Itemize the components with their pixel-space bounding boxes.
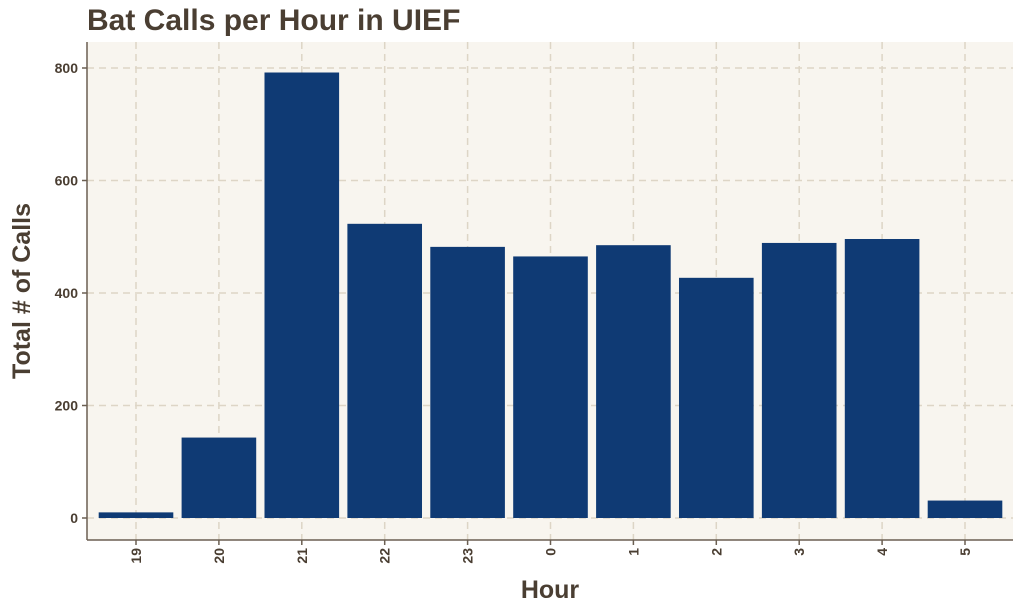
y-axis-title: Total # of Calls xyxy=(8,203,36,379)
bar-23 xyxy=(430,246,505,518)
x-tick-label: 5 xyxy=(957,548,973,556)
bar-20 xyxy=(181,437,257,518)
bar-5 xyxy=(927,500,1003,518)
x-tick-label: 19 xyxy=(128,548,144,564)
x-tick-label: 4 xyxy=(874,548,890,556)
y-tick-label: 600 xyxy=(55,173,79,189)
bar-1 xyxy=(596,245,671,518)
x-tick-label: 21 xyxy=(294,548,310,564)
x-axis-title: Hour xyxy=(521,576,580,604)
x-tick-label: 3 xyxy=(791,548,807,556)
bars xyxy=(98,72,1003,518)
y-tick-label: 800 xyxy=(55,60,79,76)
bar-19 xyxy=(98,512,174,518)
bar-21 xyxy=(264,72,340,518)
x-tick-label: 2 xyxy=(708,548,724,556)
bar-0 xyxy=(513,256,588,518)
x-tick-label: 23 xyxy=(460,548,476,564)
y-tick-label: 400 xyxy=(55,285,79,301)
bar-22 xyxy=(347,223,423,518)
y-tick-label: 200 xyxy=(55,398,79,414)
y-tick-label: 0 xyxy=(70,510,78,526)
bar-4 xyxy=(844,239,920,518)
bar-2 xyxy=(678,277,754,518)
y-ticks: 0 200 400 600 800 xyxy=(55,60,87,526)
chart-title: Bat Calls per Hour in UIEF xyxy=(87,4,461,37)
x-ticks: 19 20 21 22 23 0 1 2 3 4 5 xyxy=(128,540,973,564)
x-tick-label: 0 xyxy=(543,548,559,556)
bar-3 xyxy=(761,242,837,518)
x-tick-label: 20 xyxy=(211,548,227,564)
x-tick-label: 1 xyxy=(625,548,641,556)
x-tick-label: 22 xyxy=(377,548,393,564)
